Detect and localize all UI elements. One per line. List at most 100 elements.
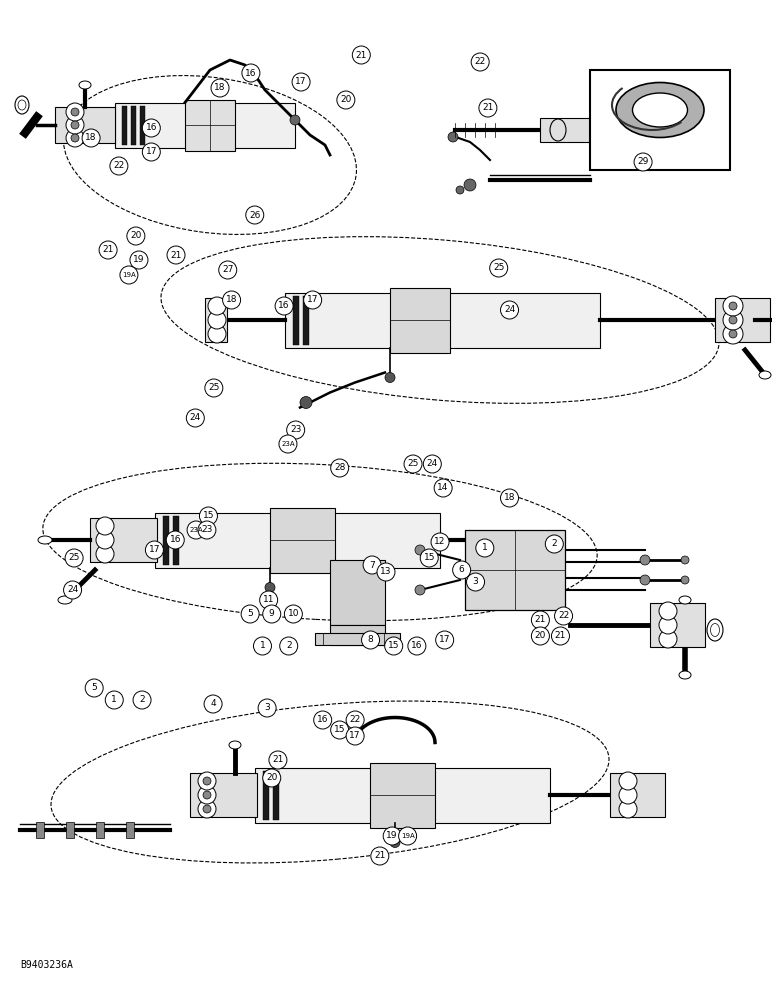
Circle shape [63, 581, 82, 599]
FancyBboxPatch shape [715, 298, 770, 342]
Circle shape [554, 607, 573, 625]
Circle shape [420, 549, 438, 567]
Text: 10: 10 [288, 609, 299, 618]
Circle shape [203, 805, 211, 813]
FancyBboxPatch shape [263, 770, 269, 820]
Circle shape [262, 605, 281, 623]
Ellipse shape [679, 596, 691, 604]
Circle shape [130, 251, 148, 269]
Text: B9403236A: B9403236A [20, 960, 73, 970]
Text: 8: 8 [367, 636, 374, 645]
FancyBboxPatch shape [610, 773, 665, 817]
Text: 25: 25 [69, 554, 80, 562]
Circle shape [96, 517, 114, 535]
Circle shape [659, 630, 677, 648]
Circle shape [448, 132, 458, 142]
Text: 18: 18 [504, 493, 515, 502]
Circle shape [204, 695, 222, 713]
Circle shape [681, 576, 689, 584]
Text: 4: 4 [210, 700, 216, 708]
Circle shape [245, 206, 264, 224]
Circle shape [258, 699, 276, 717]
Text: 18: 18 [215, 84, 225, 93]
Circle shape [431, 533, 449, 551]
Circle shape [284, 605, 303, 623]
Text: 17: 17 [307, 296, 318, 304]
Text: 21: 21 [482, 104, 493, 112]
FancyBboxPatch shape [315, 633, 400, 645]
FancyBboxPatch shape [66, 822, 74, 838]
Text: 15: 15 [388, 642, 399, 650]
Text: 16: 16 [245, 68, 256, 78]
Circle shape [500, 301, 519, 319]
FancyBboxPatch shape [255, 768, 550, 822]
Circle shape [434, 479, 452, 497]
Circle shape [105, 691, 124, 709]
Text: 18: 18 [86, 133, 96, 142]
Circle shape [551, 627, 570, 645]
Circle shape [723, 324, 743, 344]
Text: 21: 21 [171, 250, 181, 259]
Ellipse shape [38, 536, 52, 544]
FancyBboxPatch shape [540, 118, 590, 142]
Text: 17: 17 [146, 147, 157, 156]
Circle shape [456, 186, 464, 194]
Text: 3: 3 [472, 577, 479, 586]
Text: 15: 15 [203, 512, 214, 520]
Text: 13: 13 [381, 567, 391, 576]
Circle shape [292, 73, 310, 91]
Text: 6: 6 [459, 565, 465, 574]
Text: 2: 2 [139, 696, 145, 704]
Text: 16: 16 [170, 536, 181, 544]
Text: 1: 1 [482, 544, 488, 552]
Circle shape [383, 827, 401, 845]
Ellipse shape [79, 81, 91, 89]
Text: 16: 16 [146, 123, 157, 132]
Circle shape [253, 637, 272, 655]
Circle shape [390, 838, 400, 848]
Circle shape [352, 46, 371, 64]
Circle shape [167, 246, 185, 264]
Circle shape [452, 561, 471, 579]
Text: 12: 12 [435, 538, 445, 546]
Circle shape [313, 711, 332, 729]
Circle shape [71, 134, 79, 142]
Text: 21: 21 [555, 632, 566, 641]
FancyBboxPatch shape [285, 292, 600, 348]
Circle shape [729, 330, 737, 338]
Circle shape [659, 602, 677, 620]
Circle shape [208, 325, 226, 343]
Text: 20: 20 [130, 232, 141, 240]
Circle shape [120, 266, 138, 284]
FancyBboxPatch shape [155, 512, 440, 568]
Text: 14: 14 [438, 484, 449, 492]
Text: 20: 20 [266, 774, 277, 782]
FancyBboxPatch shape [190, 773, 257, 817]
Text: 16: 16 [317, 716, 328, 724]
Text: 21: 21 [374, 851, 385, 860]
FancyBboxPatch shape [273, 770, 279, 820]
Text: 26: 26 [249, 211, 260, 220]
Circle shape [290, 115, 300, 125]
Circle shape [466, 573, 485, 591]
Circle shape [198, 521, 216, 539]
Circle shape [198, 772, 216, 790]
FancyBboxPatch shape [126, 822, 134, 838]
Text: 24: 24 [190, 413, 201, 422]
Text: 1: 1 [111, 696, 117, 704]
FancyBboxPatch shape [330, 625, 385, 645]
Circle shape [361, 631, 380, 649]
Circle shape [619, 772, 637, 790]
Circle shape [303, 291, 322, 309]
Circle shape [489, 259, 508, 277]
Circle shape [415, 585, 425, 595]
Circle shape [145, 541, 164, 559]
Circle shape [142, 119, 161, 137]
Text: 19: 19 [134, 255, 144, 264]
Circle shape [729, 302, 737, 310]
Circle shape [300, 396, 312, 408]
FancyBboxPatch shape [205, 298, 227, 342]
FancyBboxPatch shape [131, 105, 136, 144]
Circle shape [363, 556, 381, 574]
Text: 15: 15 [334, 726, 345, 734]
